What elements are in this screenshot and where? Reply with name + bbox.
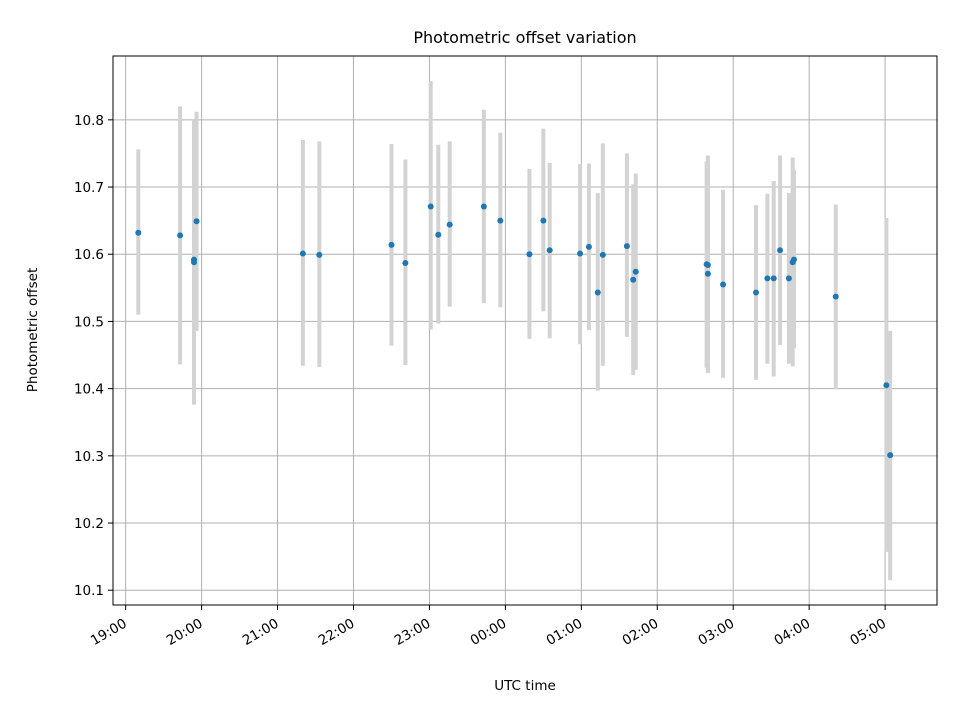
y-tick-label: 10.3 [74, 449, 104, 465]
y-tick-label: 10.8 [74, 113, 104, 129]
data-point [193, 218, 200, 225]
data-point [135, 229, 142, 236]
data-point [299, 250, 306, 257]
y-axis: 10.1 10.2 10.3 10.4 10.5 10.6 10.7 10.8 [74, 113, 113, 599]
data-point [704, 261, 711, 268]
data-point [594, 289, 601, 296]
y-tick-label: 10.4 [74, 382, 104, 398]
data-point [777, 247, 784, 254]
data-point [785, 275, 792, 282]
chart-title: Photometric offset variation [413, 28, 636, 47]
data-point [388, 241, 395, 248]
data-point [316, 251, 323, 258]
y-tick-label: 10.6 [74, 247, 104, 263]
data-point [577, 250, 584, 257]
data-point [623, 243, 630, 250]
data-point [402, 259, 409, 266]
data-point [427, 203, 434, 210]
data-point [435, 231, 442, 238]
y-tick-label: 10.7 [74, 180, 104, 196]
data-points [135, 203, 894, 459]
y-tick-label: 10.1 [74, 583, 104, 599]
data-point [546, 247, 553, 254]
data-point [480, 203, 487, 210]
y-tick-label: 10.5 [74, 314, 104, 330]
x-axis-label: UTC time [494, 678, 556, 694]
data-point [630, 276, 637, 283]
data-point [770, 275, 777, 282]
grid [113, 56, 937, 605]
data-point [790, 256, 797, 263]
data-point [887, 452, 894, 459]
data-point [177, 232, 184, 239]
data-point [446, 221, 453, 228]
data-point [632, 268, 639, 275]
data-point [752, 289, 759, 296]
data-point [191, 259, 198, 266]
data-point [883, 382, 890, 389]
data-point [599, 251, 606, 258]
data-point [585, 243, 592, 250]
data-point [497, 217, 504, 224]
data-point [764, 275, 771, 282]
y-axis-label: Photometric offset [25, 268, 41, 392]
data-point [832, 293, 839, 300]
y-tick-label: 10.2 [74, 516, 104, 532]
data-point [720, 281, 727, 288]
data-point [540, 217, 547, 224]
data-point [526, 251, 533, 258]
plot-frame [112, 55, 938, 606]
data-point [704, 270, 711, 277]
